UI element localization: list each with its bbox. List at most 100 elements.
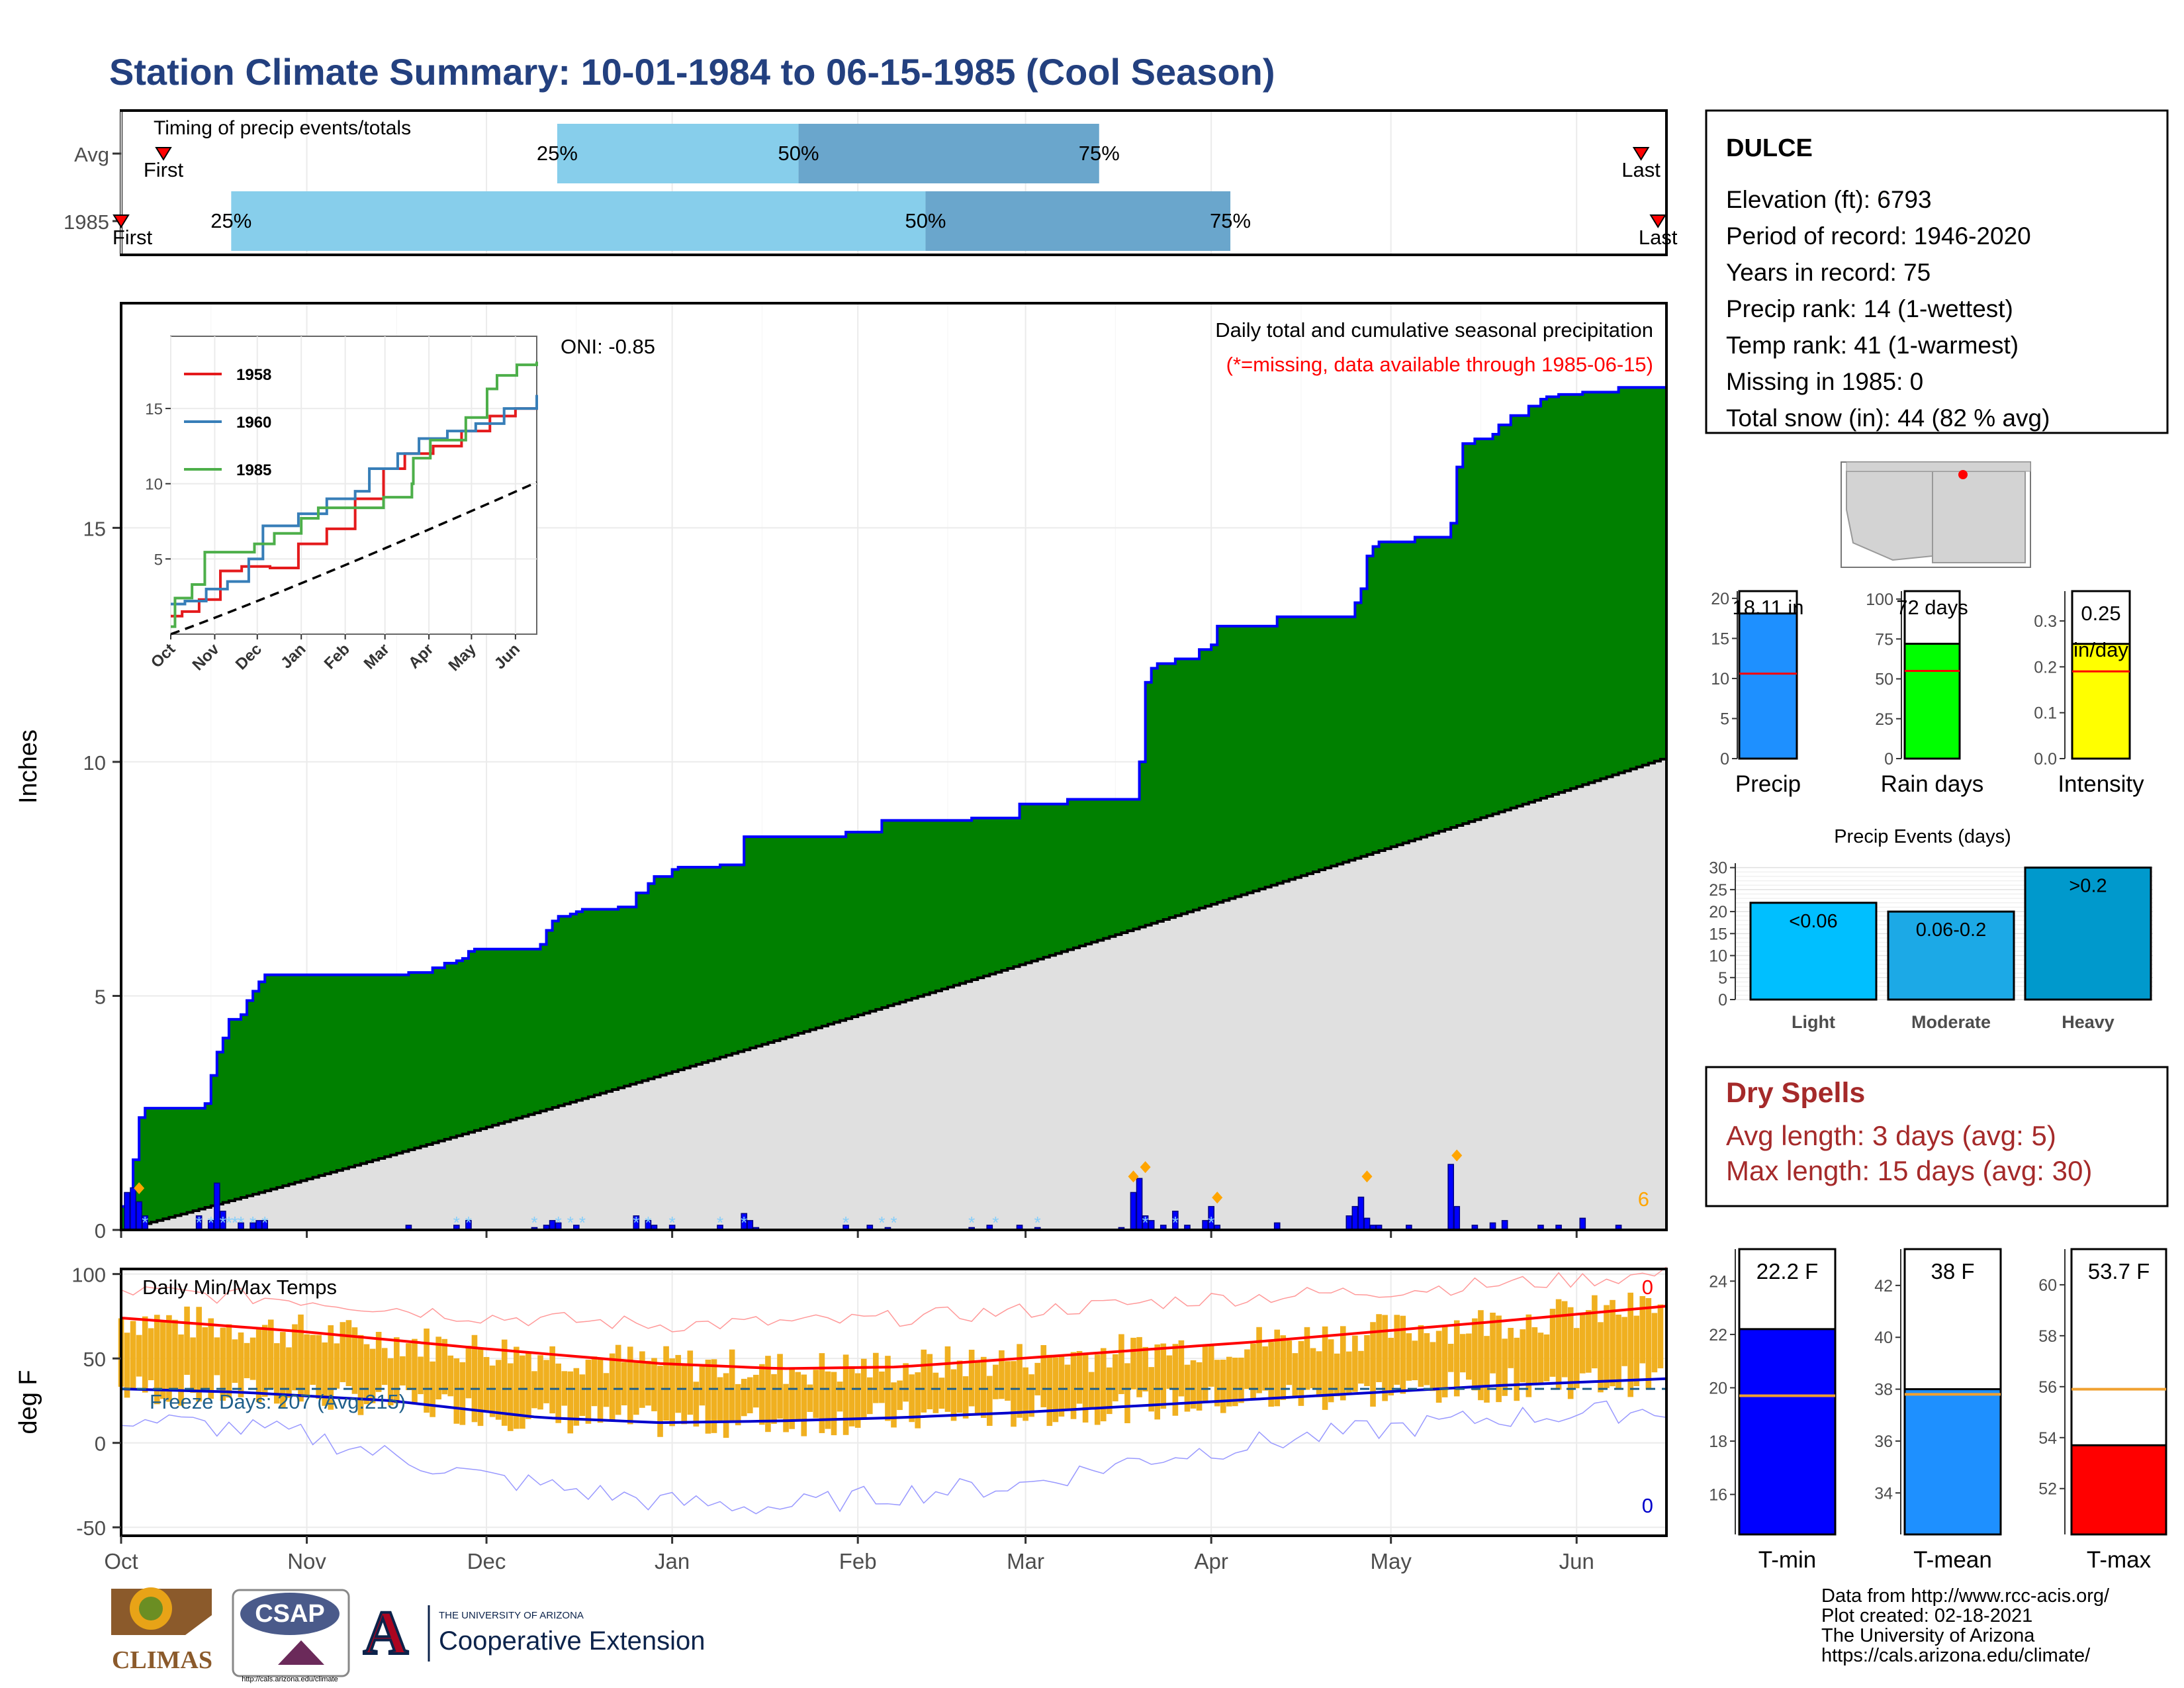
- dry-spells-frame: [1705, 1066, 2169, 1207]
- inset-series-1958: [171, 400, 538, 618]
- temp-summary-bar: [1738, 1328, 1837, 1536]
- daily-temp-bar: [1262, 1346, 1268, 1391]
- daily-temp-bar: [1334, 1353, 1340, 1397]
- snow-day-mark: *: [992, 1213, 999, 1233]
- daily-temp-bar: [729, 1349, 735, 1421]
- timing-label-25: 25%: [210, 209, 251, 232]
- small-panel-intensity: 0.0 0.1 0.2 0.3 0.25 in/day Intensity: [2034, 590, 2144, 797]
- oni-label: ONI: -0.85: [561, 335, 655, 358]
- daily-temp-bar: [1370, 1322, 1376, 1407]
- daily-temp-bar: [441, 1338, 448, 1395]
- small-panel-tick-label: 0.0: [2034, 750, 2057, 769]
- daily-temp-bar: [950, 1369, 957, 1421]
- snow-day-mark: *: [741, 1213, 747, 1233]
- last-event-marker: [1632, 147, 1650, 161]
- daily-temp-bar: [369, 1348, 376, 1403]
- station-info-box: DULCE Elevation (ft): 6793 Period of reco…: [1705, 109, 2169, 434]
- small-panel-label: Precip: [1735, 771, 1801, 797]
- month-axis-label: May: [1371, 1549, 1412, 1573]
- events-category-label: Heavy: [2062, 1012, 2115, 1032]
- heavy-event-marker: [1361, 1170, 1373, 1183]
- daily-temp-bar: [993, 1364, 999, 1399]
- small-panel-tick-label: 100: [1866, 590, 1893, 609]
- daily-temp-bar: [435, 1336, 441, 1400]
- precip-events-panel: Precip Events (days) 0 5 10 15 20 25 30 <0.06 Li…: [1709, 826, 2153, 1032]
- daily-temp-bar: [1418, 1325, 1424, 1387]
- daily-temp-bar: [1358, 1350, 1364, 1384]
- daily-temp-bar: [801, 1374, 807, 1436]
- daily-temp-bar: [1543, 1334, 1550, 1382]
- daily-temp-bar: [933, 1372, 939, 1413]
- daily-precip-bar: [1579, 1217, 1586, 1231]
- daily-temp-bar: [148, 1328, 154, 1381]
- main-panel-frame: [120, 302, 1668, 1231]
- events-bar-light: [1749, 902, 1878, 1001]
- daily-temp-bar: [1472, 1318, 1478, 1391]
- daily-precip-bar: [1345, 1215, 1353, 1231]
- station-info-line: Missing in 1985: 0: [1726, 368, 1923, 395]
- daily-temp-bar: [567, 1371, 574, 1434]
- snow-day-mark: *: [220, 1213, 226, 1233]
- daily-temp-bar: [430, 1361, 435, 1417]
- daily-temp-bar: [220, 1327, 226, 1401]
- station-location-dot: [1958, 470, 1968, 479]
- university-of-arizona-logo: A THE UNIVERSITY OF ARIZONA Cooperative …: [362, 1597, 705, 1669]
- daily-precip-bar: [1357, 1196, 1365, 1231]
- daily-temp-bar: [375, 1331, 382, 1392]
- daily-temp-bar: [1100, 1348, 1107, 1422]
- daily-temp-bar: [1346, 1351, 1352, 1394]
- temp-y-tick-label: 0: [95, 1432, 106, 1456]
- daily-temp-bar: [735, 1383, 741, 1426]
- daily-temp-bar: [1406, 1333, 1412, 1381]
- daily-temp-bar: [1118, 1334, 1124, 1395]
- csap-cloud: [240, 1593, 340, 1635]
- freeze-days-label: Freeze Days: 207 (Avg:215): [150, 1390, 406, 1413]
- events-y-tick-label: 25: [1709, 881, 1727, 900]
- daily-temp-bar: [310, 1335, 316, 1385]
- credit-line-1: Data from http://www.rcc-acis.org/: [1821, 1585, 2110, 1607]
- corner-count: 6: [1638, 1188, 1649, 1211]
- temp-summary-t-mean: 34 36 38 40 42 38 F T-mean: [1874, 1248, 2002, 1573]
- daily-temp-bar: [825, 1371, 831, 1429]
- daily-temp-bar: [837, 1382, 843, 1412]
- daily-temp-bar: [1615, 1314, 1621, 1389]
- daily-temp-bar: [1130, 1337, 1136, 1389]
- events-y-tick-label: 0: [1718, 991, 1727, 1009]
- daily-temp-bar: [657, 1366, 663, 1437]
- daily-temp-bar: [406, 1343, 412, 1391]
- daily-temp-bar: [459, 1362, 466, 1425]
- daily-precip-bar: [124, 1192, 130, 1231]
- temp-count-top: 0: [1642, 1276, 1653, 1299]
- first-event-label: First: [144, 158, 184, 181]
- daily-temp-bar: [1376, 1314, 1382, 1382]
- heavy-event-marker: [1212, 1192, 1223, 1204]
- daily-temp-bar: [1142, 1346, 1148, 1391]
- snow-day-mark: *: [890, 1213, 897, 1233]
- daily-temp-bar: [1034, 1362, 1041, 1395]
- first-event-marker: [113, 214, 130, 228]
- timing-label-50: 50%: [778, 142, 819, 165]
- small-panel-tick-label: 0.3: [2034, 612, 2057, 631]
- temp-summary-value: 38 F: [1931, 1259, 1974, 1284]
- daily-temp-bar: [1633, 1315, 1640, 1387]
- snow-day-mark: *: [842, 1213, 849, 1233]
- daily-temp-bar: [621, 1362, 627, 1405]
- daily-temp-bar: [831, 1372, 837, 1436]
- daily-temp-bar: [1088, 1372, 1095, 1409]
- heavy-event-marker: [1128, 1170, 1139, 1183]
- daily-temp-bar: [316, 1335, 322, 1399]
- ua-block-a: A: [363, 1599, 408, 1667]
- daily-temp-bar: [627, 1346, 633, 1425]
- daily-temp-bar: [525, 1353, 531, 1419]
- main-note-1: Daily total and cumulative seasonal prec…: [1215, 318, 1653, 342]
- first-event-marker: [155, 147, 172, 161]
- temp-summary-value: 22.2 F: [1756, 1259, 1819, 1284]
- daily-temp-bar: [255, 1329, 262, 1403]
- daily-temp-bar: [866, 1377, 873, 1415]
- snow-day-mark: *: [531, 1213, 537, 1233]
- cumulative-precip-line: [120, 382, 1668, 1230]
- daily-temp-bar: [387, 1358, 394, 1406]
- daily-temp-bar: [1280, 1335, 1287, 1400]
- daily-temp-bar: [1310, 1348, 1316, 1389]
- daily-temp-bar: [178, 1334, 184, 1406]
